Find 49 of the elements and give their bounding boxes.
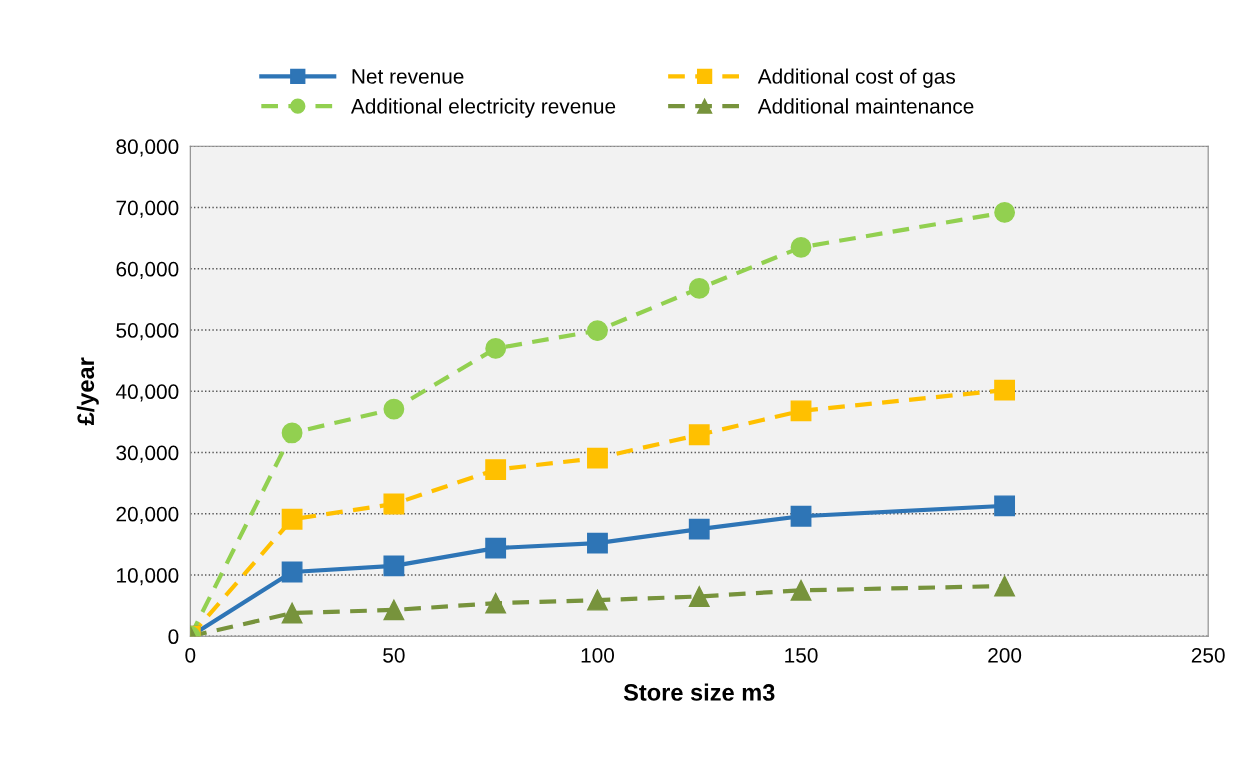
point (790, 505, 812, 527)
point (383, 493, 405, 515)
point (587, 447, 608, 469)
legend-label: Additional electricity revenue (350, 98, 616, 118)
x-tick-label: 100 (581, 647, 615, 663)
point (790, 579, 812, 601)
x-tick-label: 150 (785, 647, 818, 663)
point (485, 337, 507, 359)
x-tick-label: 0 (185, 647, 196, 663)
point (281, 422, 303, 444)
point (994, 379, 1016, 401)
point (383, 555, 405, 577)
x-axis-title: Store size m3 (623, 683, 775, 701)
point (485, 459, 507, 481)
point (994, 575, 1016, 597)
y-tick-label: 20,000 (116, 506, 179, 524)
y-tick-label: 40,000 (115, 384, 179, 402)
point (688, 424, 710, 446)
point (587, 532, 608, 554)
y-tick-label: 0 (168, 629, 179, 645)
point (383, 599, 405, 621)
point (688, 518, 710, 540)
y-tick-label: 50,000 (116, 323, 179, 341)
y-tick-label: 60,000 (116, 261, 179, 280)
point (485, 537, 507, 559)
point (281, 561, 303, 583)
point (790, 236, 812, 258)
y-axis-title: £/year (76, 357, 99, 426)
legend-label: Additional cost of gas (757, 68, 956, 88)
point (383, 398, 405, 420)
legend-label: Net revenue (352, 69, 464, 84)
legend-label: Additional maintenance (757, 98, 974, 114)
y-tick-label: 30,000 (116, 445, 179, 463)
point (485, 592, 507, 614)
x-tick-label: 200 (988, 647, 1022, 663)
point (994, 495, 1016, 517)
y-tick-label: 80,000 (116, 139, 179, 157)
point (587, 589, 608, 611)
y-tick-label: 70,000 (116, 200, 179, 218)
point (281, 602, 303, 624)
point (587, 320, 608, 342)
point (688, 586, 710, 607)
x-tick-label: 50 (383, 647, 405, 663)
point (790, 400, 812, 422)
point (688, 277, 710, 299)
x-tick-label: 250 (1191, 647, 1225, 663)
y-tick-label: 10,000 (117, 568, 179, 586)
point (281, 508, 303, 530)
point (994, 202, 1016, 223)
